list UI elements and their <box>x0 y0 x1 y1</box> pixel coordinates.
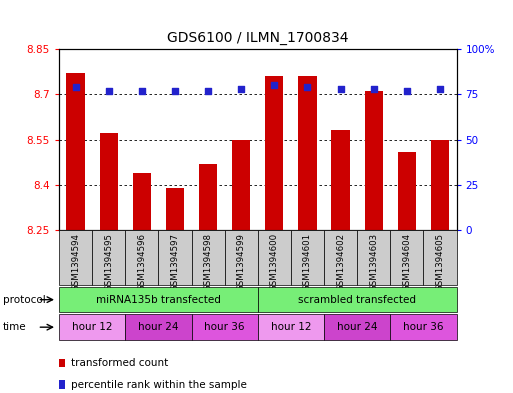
Text: hour 12: hour 12 <box>271 322 311 332</box>
Bar <box>324 230 357 285</box>
Text: percentile rank within the sample: percentile rank within the sample <box>71 380 247 390</box>
Bar <box>125 230 159 285</box>
Bar <box>258 230 291 285</box>
Text: GSM1394601: GSM1394601 <box>303 233 312 291</box>
Text: protocol: protocol <box>3 295 45 305</box>
Text: hour 24: hour 24 <box>138 322 179 332</box>
Point <box>71 84 80 90</box>
Bar <box>191 314 258 340</box>
Point <box>105 88 113 94</box>
Bar <box>357 230 390 285</box>
Bar <box>258 287 457 312</box>
Bar <box>59 230 92 285</box>
Bar <box>331 130 350 230</box>
Bar <box>191 230 225 285</box>
Point <box>204 88 212 94</box>
Point <box>270 82 279 88</box>
Bar <box>423 230 457 285</box>
Text: hour 12: hour 12 <box>72 322 112 332</box>
Bar <box>291 230 324 285</box>
Bar <box>133 173 151 230</box>
Point <box>370 86 378 92</box>
Bar <box>390 230 423 285</box>
Text: GSM1394598: GSM1394598 <box>204 233 212 291</box>
Bar <box>59 287 258 312</box>
Text: GSM1394597: GSM1394597 <box>170 233 180 291</box>
Text: scrambled transfected: scrambled transfected <box>298 295 416 305</box>
Bar <box>390 314 457 340</box>
Text: GSM1394605: GSM1394605 <box>436 233 444 291</box>
Text: hour 36: hour 36 <box>204 322 245 332</box>
Title: GDS6100 / ILMN_1700834: GDS6100 / ILMN_1700834 <box>167 31 348 45</box>
Text: time: time <box>3 322 26 332</box>
Point <box>171 88 179 94</box>
Text: GSM1394594: GSM1394594 <box>71 233 80 291</box>
Bar <box>92 230 125 285</box>
Text: miRNA135b transfected: miRNA135b transfected <box>96 295 221 305</box>
Bar <box>365 91 383 230</box>
Bar <box>398 152 416 230</box>
Point <box>137 88 146 94</box>
Bar <box>299 76 317 230</box>
Bar <box>265 76 284 230</box>
Point <box>303 84 311 90</box>
Bar <box>324 314 390 340</box>
Bar <box>199 163 217 230</box>
Bar <box>67 73 85 230</box>
Point <box>237 86 245 92</box>
Text: hour 24: hour 24 <box>337 322 378 332</box>
Point <box>436 86 444 92</box>
Point <box>403 88 411 94</box>
Text: GSM1394600: GSM1394600 <box>270 233 279 291</box>
Text: GSM1394604: GSM1394604 <box>402 233 411 291</box>
Text: transformed count: transformed count <box>71 358 169 368</box>
Text: GSM1394603: GSM1394603 <box>369 233 378 291</box>
Text: GSM1394596: GSM1394596 <box>137 233 146 291</box>
Bar <box>100 134 118 230</box>
Text: hour 36: hour 36 <box>403 322 444 332</box>
Bar <box>59 314 125 340</box>
Text: GSM1394595: GSM1394595 <box>104 233 113 291</box>
Bar <box>166 188 184 230</box>
Text: GSM1394602: GSM1394602 <box>336 233 345 291</box>
Bar <box>159 230 191 285</box>
Bar <box>125 314 191 340</box>
Bar <box>258 314 324 340</box>
Bar <box>232 140 250 230</box>
Bar <box>431 140 449 230</box>
Text: GSM1394599: GSM1394599 <box>236 233 246 291</box>
Point <box>337 86 345 92</box>
Bar <box>225 230 258 285</box>
